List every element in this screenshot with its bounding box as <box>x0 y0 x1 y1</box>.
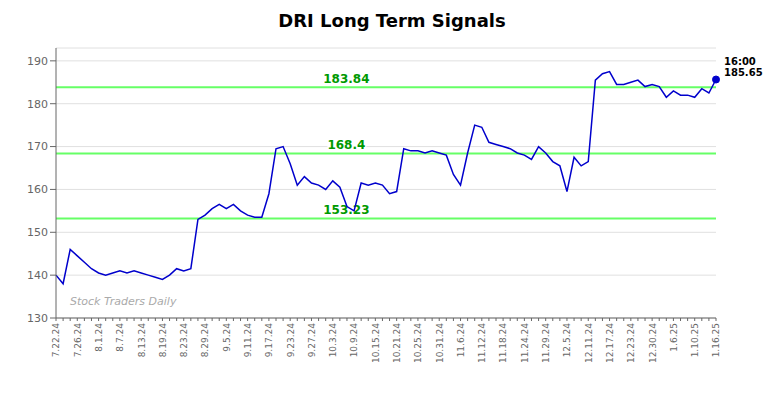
svg-text:9.23.24: 9.23.24 <box>286 323 296 358</box>
svg-text:190: 190 <box>27 55 48 68</box>
svg-text:168.4: 168.4 <box>327 138 365 152</box>
svg-text:11.12.24: 11.12.24 <box>477 323 487 363</box>
svg-text:150: 150 <box>27 226 48 239</box>
svg-text:8.19.24: 8.19.24 <box>158 323 168 358</box>
svg-text:10.31.24: 10.31.24 <box>435 323 445 363</box>
svg-text:9.17.24: 9.17.24 <box>264 323 274 358</box>
svg-text:11.18.24: 11.18.24 <box>498 323 508 363</box>
svg-text:12.5.24: 12.5.24 <box>562 323 572 358</box>
svg-text:1.10.25: 1.10.25 <box>690 323 700 357</box>
svg-text:10.9.24: 10.9.24 <box>349 323 359 358</box>
svg-text:9.11.24: 9.11.24 <box>243 323 253 358</box>
svg-text:11.24.24: 11.24.24 <box>520 323 530 363</box>
html-text:DRI Long Term Signals: DRI Long Term Signals <box>278 10 506 31</box>
svg-text:12.11.24: 12.11.24 <box>584 323 594 363</box>
svg-text:7.26.24: 7.26.24 <box>73 323 83 358</box>
svg-text:170: 170 <box>27 140 48 153</box>
svg-text:12.17.24: 12.17.24 <box>605 323 615 363</box>
svg-text:130: 130 <box>27 312 48 325</box>
svg-text:160: 160 <box>27 183 48 196</box>
svg-text:140: 140 <box>27 269 48 282</box>
svg-text:9.27.24: 9.27.24 <box>307 323 317 358</box>
svg-text:7.22.24: 7.22.24 <box>51 323 61 358</box>
svg-text:10.25.24: 10.25.24 <box>413 323 423 363</box>
svg-text:8.29.24: 8.29.24 <box>200 323 210 358</box>
svg-text:8.23.24: 8.23.24 <box>179 323 189 358</box>
svg-text:8.1.24: 8.1.24 <box>94 323 104 352</box>
html-text:Stock Traders Daily: Stock Traders Daily <box>70 295 177 308</box>
svg-text:10.3.24: 10.3.24 <box>328 323 338 358</box>
svg-text:8.7.24: 8.7.24 <box>115 323 125 352</box>
svg-text:1.6.25: 1.6.25 <box>669 323 679 352</box>
svg-text:10.21.24: 10.21.24 <box>392 323 402 363</box>
svg-text:11.6.24: 11.6.24 <box>456 323 466 358</box>
svg-text:10.15.24: 10.15.24 <box>371 323 381 363</box>
svg-text:8.13.24: 8.13.24 <box>137 323 147 358</box>
svg-text:9.5.24: 9.5.24 <box>222 323 232 352</box>
svg-text:180: 180 <box>27 98 48 111</box>
svg-text:183.84: 183.84 <box>323 72 369 86</box>
svg-text:1.16.25: 1.16.25 <box>711 323 721 357</box>
svg-text:12.23.24: 12.23.24 <box>626 323 636 363</box>
svg-text:12.30.24: 12.30.24 <box>648 323 658 363</box>
svg-text:153.23: 153.23 <box>323 203 370 218</box>
svg-text:11.29.24: 11.29.24 <box>541 323 551 363</box>
svg-text:16:00185.65: 16:00185.65 <box>724 56 763 78</box>
